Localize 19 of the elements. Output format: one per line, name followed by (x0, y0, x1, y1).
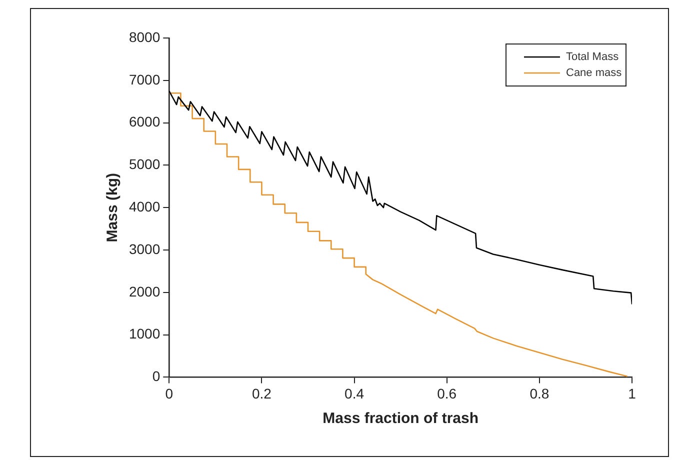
y-tick-label: 0 (152, 368, 160, 384)
y-tick-label: 3000 (128, 240, 160, 257)
legend-label: Cane mass (566, 67, 622, 80)
x-tick-label: 1 (628, 385, 636, 402)
x-tick-label: 0 (165, 385, 174, 402)
x-tick-label: 0.2 (252, 385, 272, 402)
y-tick-label: 4000 (128, 198, 160, 214)
x-tick-label: 0.6 (437, 385, 457, 402)
y-tick-label: 8000 (128, 28, 160, 45)
y-tick-label: 2000 (128, 283, 160, 300)
y-tick-label: 1000 (128, 326, 160, 342)
x-tick-label: 0.8 (530, 385, 550, 402)
x-tick-label: 0.4 (344, 385, 364, 402)
y-tick-label: 6000 (128, 114, 160, 130)
legend-label: Total Mass (566, 51, 620, 64)
x-axis-title: Mass fraction of trash (322, 410, 479, 428)
y-tick-label: 7000 (128, 71, 160, 88)
y-tick-label: 5000 (128, 156, 160, 172)
y-axis-title: Mass (kg) (104, 173, 122, 242)
